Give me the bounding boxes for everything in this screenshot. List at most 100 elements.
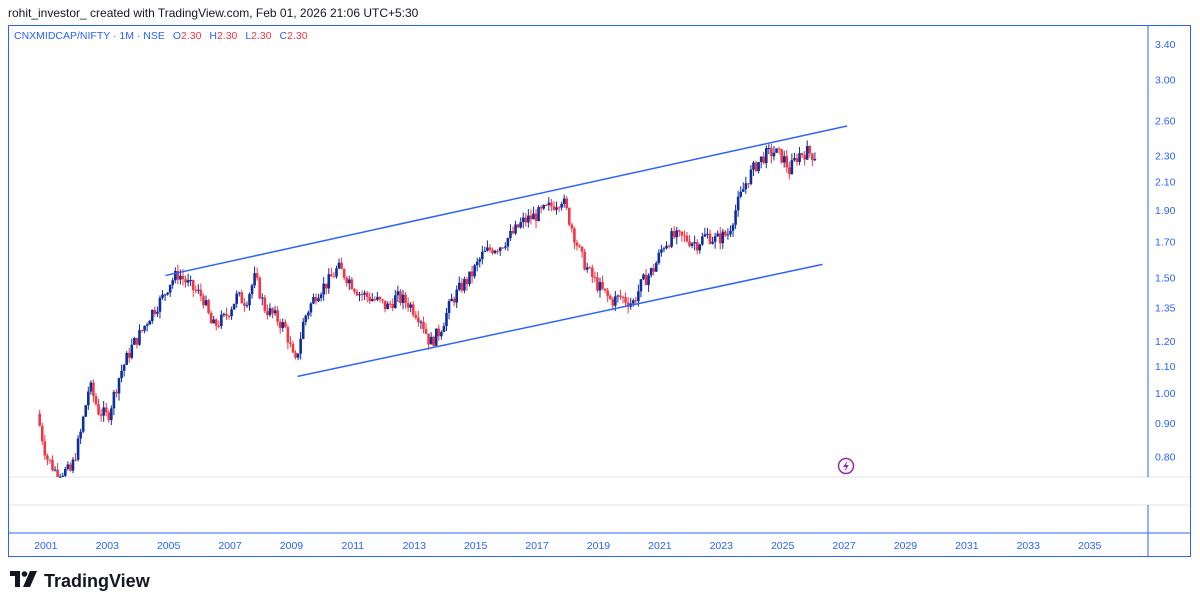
- tradingview-brand[interactable]: TradingView: [10, 571, 150, 592]
- candle-body: [754, 162, 758, 172]
- x-tick-label: 2019: [587, 540, 611, 552]
- candle-body: [703, 234, 707, 237]
- candle-body: [731, 224, 735, 231]
- candle-body: [721, 231, 725, 244]
- candle-body: [724, 231, 727, 236]
- candle-body: [442, 326, 446, 333]
- candle-body: [562, 198, 566, 204]
- y-tick-label: 1.50: [1155, 272, 1176, 284]
- candle-body: [81, 416, 85, 432]
- brand-name: TradingView: [44, 571, 150, 591]
- candle-body: [286, 327, 290, 343]
- candle-body: [56, 469, 59, 477]
- candle-body: [729, 230, 732, 235]
- candle-body: [678, 230, 681, 232]
- symbol-label[interactable]: CNXMIDCAP/NIFTY · 1M · NSE: [14, 30, 165, 42]
- candle-body: [417, 317, 420, 323]
- candle-body: [424, 328, 428, 334]
- candle-body: [340, 262, 343, 270]
- candle-body: [319, 294, 323, 299]
- candle-body: [145, 324, 149, 326]
- y-tick-label: 1.10: [1155, 361, 1176, 373]
- candle-body: [309, 303, 313, 313]
- candle-body: [255, 273, 259, 278]
- candle-body: [716, 233, 719, 237]
- candle-body: [345, 277, 349, 284]
- candle-body: [498, 247, 502, 251]
- candle-body: [457, 282, 461, 290]
- candle-body: [168, 284, 172, 293]
- candle-body: [573, 228, 576, 243]
- candle-body: [94, 396, 98, 405]
- y-tick-label: 2.10: [1155, 176, 1176, 188]
- candle-body: [260, 297, 264, 299]
- candle-body: [76, 438, 80, 460]
- candle-body: [683, 235, 686, 237]
- candle-body: [547, 202, 551, 206]
- candle-body: [509, 230, 512, 239]
- candle-body: [649, 268, 653, 276]
- candle-body: [591, 267, 594, 278]
- candle-body: [296, 353, 300, 358]
- x-tick-label: 2031: [955, 540, 979, 552]
- candle-body: [793, 158, 796, 161]
- candle-body: [273, 310, 277, 314]
- candle-body: [194, 289, 198, 291]
- candle-body: [798, 153, 801, 162]
- candle-body: [243, 303, 246, 306]
- x-tick-label: 2035: [1078, 540, 1102, 552]
- candle-body: [66, 464, 70, 469]
- candle-body: [150, 309, 154, 322]
- trendline: [165, 125, 848, 277]
- candle-body: [358, 294, 361, 296]
- candle-body: [173, 271, 177, 281]
- candle-body: [179, 275, 182, 280]
- candle-body: [222, 313, 226, 315]
- candle-body: [404, 294, 407, 303]
- candle-body: [189, 280, 192, 282]
- candle-body: [87, 391, 90, 406]
- candle-body: [365, 292, 369, 297]
- candle-body: [501, 247, 505, 249]
- candle-body: [133, 337, 136, 345]
- candle-body: [120, 370, 123, 379]
- candle-body: [624, 297, 627, 303]
- candle-body: [74, 459, 77, 461]
- candle-body: [138, 330, 141, 345]
- candle-body: [368, 296, 372, 301]
- candle-body: [440, 332, 443, 337]
- x-tick-label: 2003: [96, 540, 120, 552]
- x-tick-label: 2025: [771, 540, 795, 552]
- candle-body: [452, 298, 456, 303]
- candle-body: [465, 279, 469, 285]
- candle-body: [396, 291, 400, 296]
- candle-body: [271, 308, 274, 314]
- candle-body: [770, 147, 773, 157]
- candle-body: [759, 156, 763, 162]
- candle-body: [79, 431, 82, 439]
- candle-body: [690, 243, 694, 246]
- close-label: C: [279, 30, 288, 42]
- candle-body: [782, 156, 786, 163]
- candle-body: [672, 231, 676, 238]
- candle-body: [220, 314, 223, 327]
- candle-body: [578, 245, 581, 247]
- candle-body: [197, 289, 200, 291]
- candle-body: [202, 296, 205, 306]
- candle-body: [468, 271, 471, 285]
- candle-body: [186, 280, 190, 283]
- candle-body: [61, 475, 65, 477]
- x-tick-label: 2015: [464, 540, 488, 552]
- candle-body: [386, 303, 389, 310]
- chart-frame[interactable]: [8, 25, 1191, 557]
- chart-header-text: rohit_investor_ created with TradingView…: [8, 6, 419, 20]
- candle-body: [744, 183, 748, 190]
- candle-body: [312, 296, 315, 304]
- candle-body: [104, 407, 108, 413]
- candle-body: [376, 296, 379, 300]
- candle-body: [322, 283, 325, 295]
- x-tick-label: 2027: [832, 540, 856, 552]
- candle-body: [718, 233, 722, 244]
- candle-body: [102, 407, 105, 416]
